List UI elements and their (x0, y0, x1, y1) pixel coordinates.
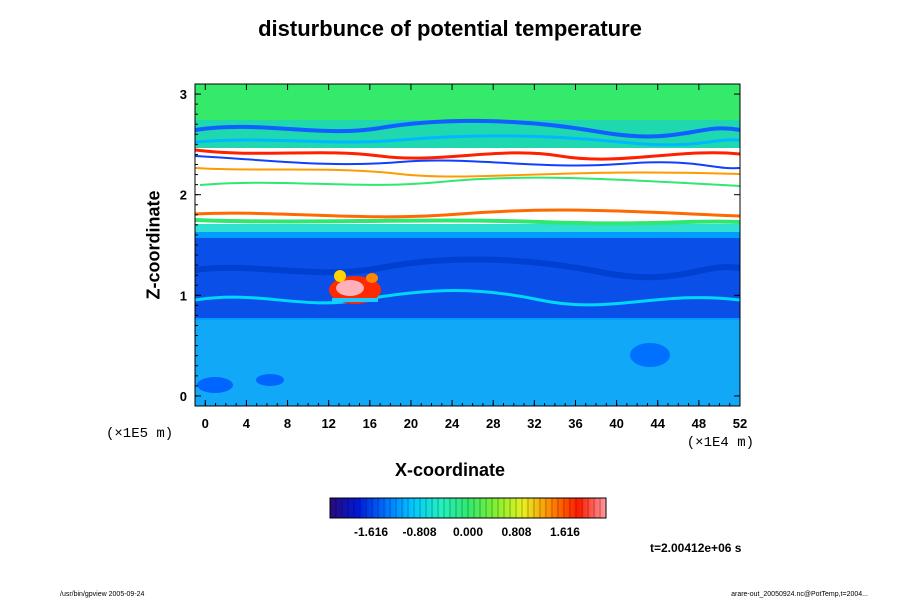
footer-left: /usr/bin/gpview 2005-09-24 (60, 591, 145, 598)
y-tick-label: 0 (180, 389, 187, 404)
y-tick-label: 1 (180, 288, 187, 303)
x-tick-label: 28 (486, 416, 500, 431)
x-tick-label: 52 (733, 416, 747, 431)
x-axis-unit: (×1E4 m) (686, 435, 754, 451)
y-tick-label: 2 (180, 188, 187, 203)
colorbar-tick-label: 0.000 (453, 525, 483, 539)
y-axis-label: Z-coordinate (143, 190, 164, 300)
colorbar-tick-label: -1.616 (354, 525, 388, 539)
colorbar-tick-label: 1.616 (550, 525, 580, 539)
colorbar-tick-label: -0.808 (403, 525, 437, 539)
y-axis-unit: (×1E5 m) (106, 426, 174, 442)
x-tick-label: 16 (363, 416, 377, 431)
colorbar-tick-label: 0.808 (501, 525, 531, 539)
heatmap-field (195, 84, 740, 406)
x-tick-label: 48 (692, 416, 706, 431)
chart-title: disturbunce of potential temperature (258, 16, 642, 41)
x-tick-label: 32 (527, 416, 541, 431)
warm-plume (329, 270, 381, 304)
x-tick-label: 20 (404, 416, 418, 431)
x-axis-label: X-coordinate (394, 460, 505, 480)
x-tick-label: 44 (651, 416, 666, 431)
x-tick-label: 24 (445, 416, 460, 431)
y-tick-label: 3 (180, 87, 187, 102)
transition-zone (195, 224, 740, 232)
colorbar (329, 497, 607, 519)
x-tick-label: 12 (321, 416, 335, 431)
wave-streaks-low (195, 289, 740, 307)
x-tick-label: 40 (609, 416, 623, 431)
y-axis-ticks: 0 1 2 3 (180, 87, 740, 404)
x-tick-label: 8 (284, 416, 291, 431)
time-stamp: t=2.00412e+06 s (650, 541, 742, 555)
x-tick-label: 4 (243, 416, 251, 431)
colorbar-ticks: -1.616 -0.808 0.000 0.808 1.616 (354, 525, 580, 539)
x-tick-label: 36 (568, 416, 582, 431)
x-axis-ticks: 0 4 8 12 16 20 24 28 32 36 40 44 48 52 (202, 84, 747, 431)
x-tick-label: 0 (202, 416, 209, 431)
footer-right: arare-out_20050924.nc@PotTemp,t=2004... (731, 591, 868, 598)
